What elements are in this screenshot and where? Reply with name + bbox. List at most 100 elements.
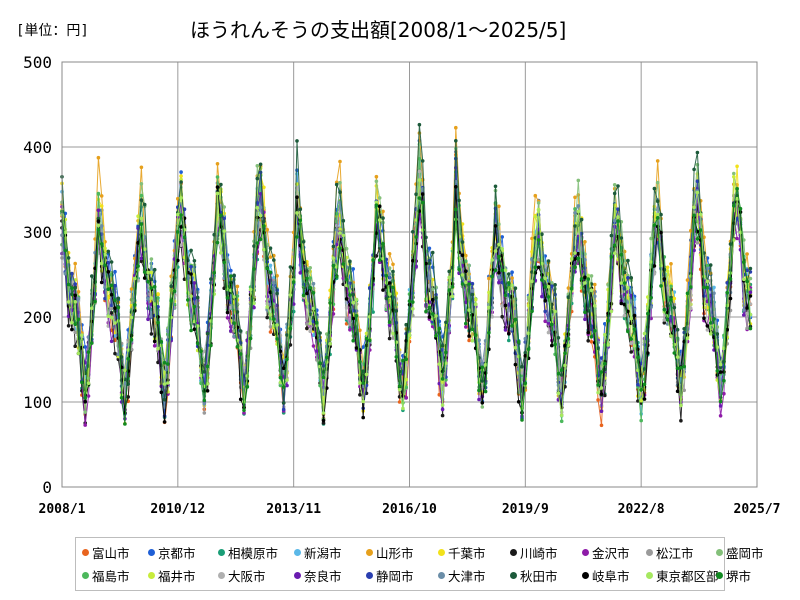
series-point	[414, 192, 418, 196]
series-point	[434, 295, 438, 300]
series-point	[629, 276, 633, 280]
series-point	[119, 396, 124, 400]
series-point	[440, 377, 445, 381]
series-point	[649, 236, 653, 241]
series-point	[503, 303, 508, 308]
legend-label: 岐阜市	[592, 569, 630, 584]
series-point	[162, 382, 167, 386]
series-point	[480, 365, 485, 370]
series-point	[377, 196, 382, 200]
series-point	[662, 321, 667, 325]
series-point	[99, 280, 104, 285]
series-point	[718, 404, 723, 408]
series-point	[420, 192, 425, 196]
series-point	[182, 277, 187, 282]
series-point	[536, 238, 541, 242]
y-tick-label: 500	[23, 53, 52, 72]
series-point	[126, 369, 130, 373]
series-point	[583, 240, 587, 244]
series-point	[404, 377, 409, 382]
series-point	[563, 351, 567, 356]
legend-item: 京都市	[148, 543, 196, 562]
series-point	[682, 388, 686, 393]
legend-item: 相模原市	[218, 543, 278, 562]
series-point	[440, 403, 445, 407]
series-point	[414, 264, 418, 269]
series-point	[510, 294, 514, 299]
series-point	[682, 327, 686, 331]
series-point	[73, 261, 77, 266]
series-point	[665, 269, 670, 273]
series-point	[460, 253, 465, 257]
series-point	[444, 350, 448, 355]
series-point	[705, 279, 710, 284]
series-point	[530, 309, 534, 314]
series-point	[272, 280, 276, 285]
series-point	[702, 285, 706, 290]
series-point	[272, 317, 276, 321]
series-point	[252, 244, 256, 248]
series-point	[179, 213, 183, 217]
series-point	[550, 322, 554, 327]
series-point	[113, 298, 117, 303]
series-point	[391, 269, 395, 274]
series-point	[311, 281, 316, 286]
series-point	[669, 297, 673, 302]
series-point	[354, 297, 359, 302]
series-point	[619, 252, 624, 257]
series-point	[172, 289, 177, 293]
series-point	[639, 388, 643, 392]
series-point	[738, 230, 743, 235]
series-point	[738, 206, 743, 211]
legend-item: 金沢市	[582, 543, 630, 562]
series-point	[391, 262, 395, 267]
series-point	[464, 269, 468, 274]
series-point	[344, 277, 349, 282]
series-point	[593, 329, 597, 333]
series-point	[480, 379, 485, 383]
series-point	[281, 385, 286, 389]
series-point	[351, 338, 356, 343]
series-point	[305, 301, 309, 306]
series-point	[152, 267, 157, 272]
series-point	[156, 320, 160, 325]
series-point	[106, 260, 111, 265]
legend-marker	[218, 549, 225, 556]
series-point	[166, 381, 170, 385]
series-point	[586, 277, 590, 281]
legend-label: 秋田市	[520, 569, 558, 584]
series-point	[705, 285, 710, 290]
series-point	[543, 284, 547, 289]
series-point	[401, 358, 405, 363]
series-point	[629, 337, 633, 341]
series-point	[712, 285, 716, 290]
series-point	[718, 399, 723, 404]
series-point	[96, 219, 101, 223]
series-point	[626, 258, 630, 263]
series-point	[460, 222, 465, 226]
series-point	[679, 418, 683, 423]
series-point	[652, 223, 657, 227]
series-point	[106, 287, 111, 292]
series-point	[387, 292, 392, 297]
series-point	[348, 322, 352, 327]
series-point	[149, 257, 154, 261]
series-point	[543, 276, 547, 281]
series-point	[384, 273, 389, 278]
series-point	[728, 296, 733, 301]
series-point	[192, 281, 197, 285]
plot-border	[61, 61, 758, 488]
series-point	[149, 277, 154, 282]
series-point	[305, 276, 309, 281]
series-point	[146, 279, 150, 284]
series-point	[507, 272, 511, 276]
series-point	[573, 251, 577, 255]
series-point	[669, 284, 673, 289]
series-point	[672, 351, 677, 355]
series-point	[662, 277, 667, 281]
series-point	[195, 324, 200, 328]
series-point	[467, 282, 471, 286]
series-point	[318, 331, 322, 335]
series-point	[301, 260, 306, 265]
series-point	[70, 327, 74, 332]
